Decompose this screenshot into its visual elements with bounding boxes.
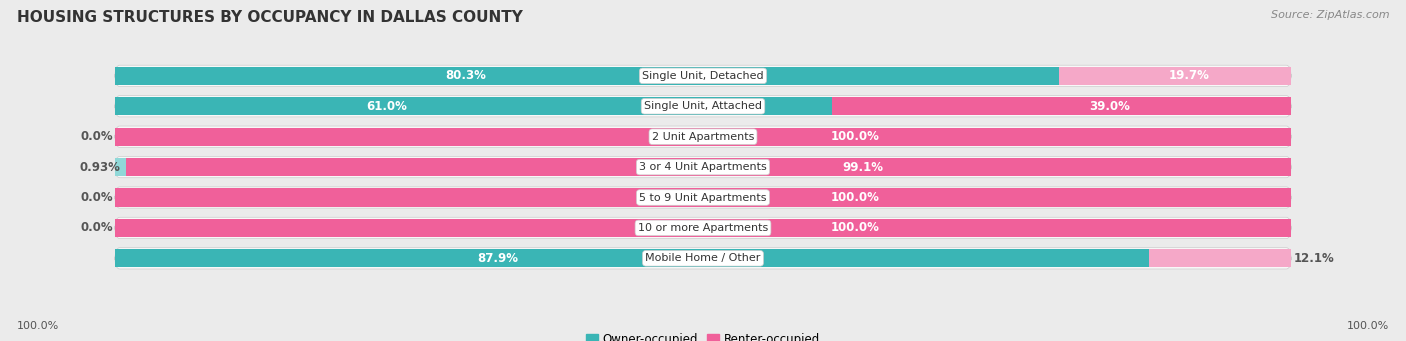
Bar bbox=[115, 249, 1149, 267]
FancyBboxPatch shape bbox=[115, 95, 1291, 117]
Text: 12.1%: 12.1% bbox=[1294, 252, 1334, 265]
Text: 5 to 9 Unit Apartments: 5 to 9 Unit Apartments bbox=[640, 193, 766, 203]
Text: 100.0%: 100.0% bbox=[1347, 321, 1389, 331]
Text: 0.0%: 0.0% bbox=[80, 191, 112, 204]
Text: 10 or more Apartments: 10 or more Apartments bbox=[638, 223, 768, 233]
Bar bbox=[1149, 249, 1291, 267]
FancyBboxPatch shape bbox=[115, 157, 1291, 178]
Bar bbox=[115, 189, 1291, 207]
FancyBboxPatch shape bbox=[115, 217, 1291, 239]
Text: 3 or 4 Unit Apartments: 3 or 4 Unit Apartments bbox=[640, 162, 766, 172]
Text: Single Unit, Detached: Single Unit, Detached bbox=[643, 71, 763, 81]
FancyBboxPatch shape bbox=[115, 187, 1291, 208]
Text: 61.0%: 61.0% bbox=[366, 100, 406, 113]
Text: 39.0%: 39.0% bbox=[1090, 100, 1130, 113]
Bar bbox=[115, 219, 1291, 237]
Legend: Owner-occupied, Renter-occupied: Owner-occupied, Renter-occupied bbox=[586, 333, 820, 341]
Text: 0.0%: 0.0% bbox=[80, 130, 112, 143]
Text: 100.0%: 100.0% bbox=[831, 130, 879, 143]
Bar bbox=[115, 67, 1059, 85]
Text: 2 Unit Apartments: 2 Unit Apartments bbox=[652, 132, 754, 142]
Text: 100.0%: 100.0% bbox=[831, 221, 879, 234]
Text: 100.0%: 100.0% bbox=[17, 321, 59, 331]
Bar bbox=[1059, 67, 1291, 85]
Bar bbox=[115, 158, 127, 176]
FancyBboxPatch shape bbox=[115, 126, 1291, 147]
Text: 19.7%: 19.7% bbox=[1168, 69, 1211, 82]
Bar bbox=[115, 97, 832, 115]
Text: 80.3%: 80.3% bbox=[446, 69, 486, 82]
Text: HOUSING STRUCTURES BY OCCUPANCY IN DALLAS COUNTY: HOUSING STRUCTURES BY OCCUPANCY IN DALLA… bbox=[17, 10, 523, 25]
Text: 99.1%: 99.1% bbox=[842, 161, 883, 174]
Bar bbox=[832, 97, 1291, 115]
Bar bbox=[125, 158, 1291, 176]
Text: 100.0%: 100.0% bbox=[831, 191, 879, 204]
Text: 0.0%: 0.0% bbox=[80, 221, 112, 234]
Bar bbox=[115, 128, 1291, 146]
Text: Source: ZipAtlas.com: Source: ZipAtlas.com bbox=[1271, 10, 1389, 20]
Text: 0.93%: 0.93% bbox=[79, 161, 120, 174]
Text: Mobile Home / Other: Mobile Home / Other bbox=[645, 253, 761, 263]
Text: Single Unit, Attached: Single Unit, Attached bbox=[644, 101, 762, 111]
Text: 87.9%: 87.9% bbox=[477, 252, 517, 265]
FancyBboxPatch shape bbox=[115, 248, 1291, 269]
FancyBboxPatch shape bbox=[115, 65, 1291, 87]
